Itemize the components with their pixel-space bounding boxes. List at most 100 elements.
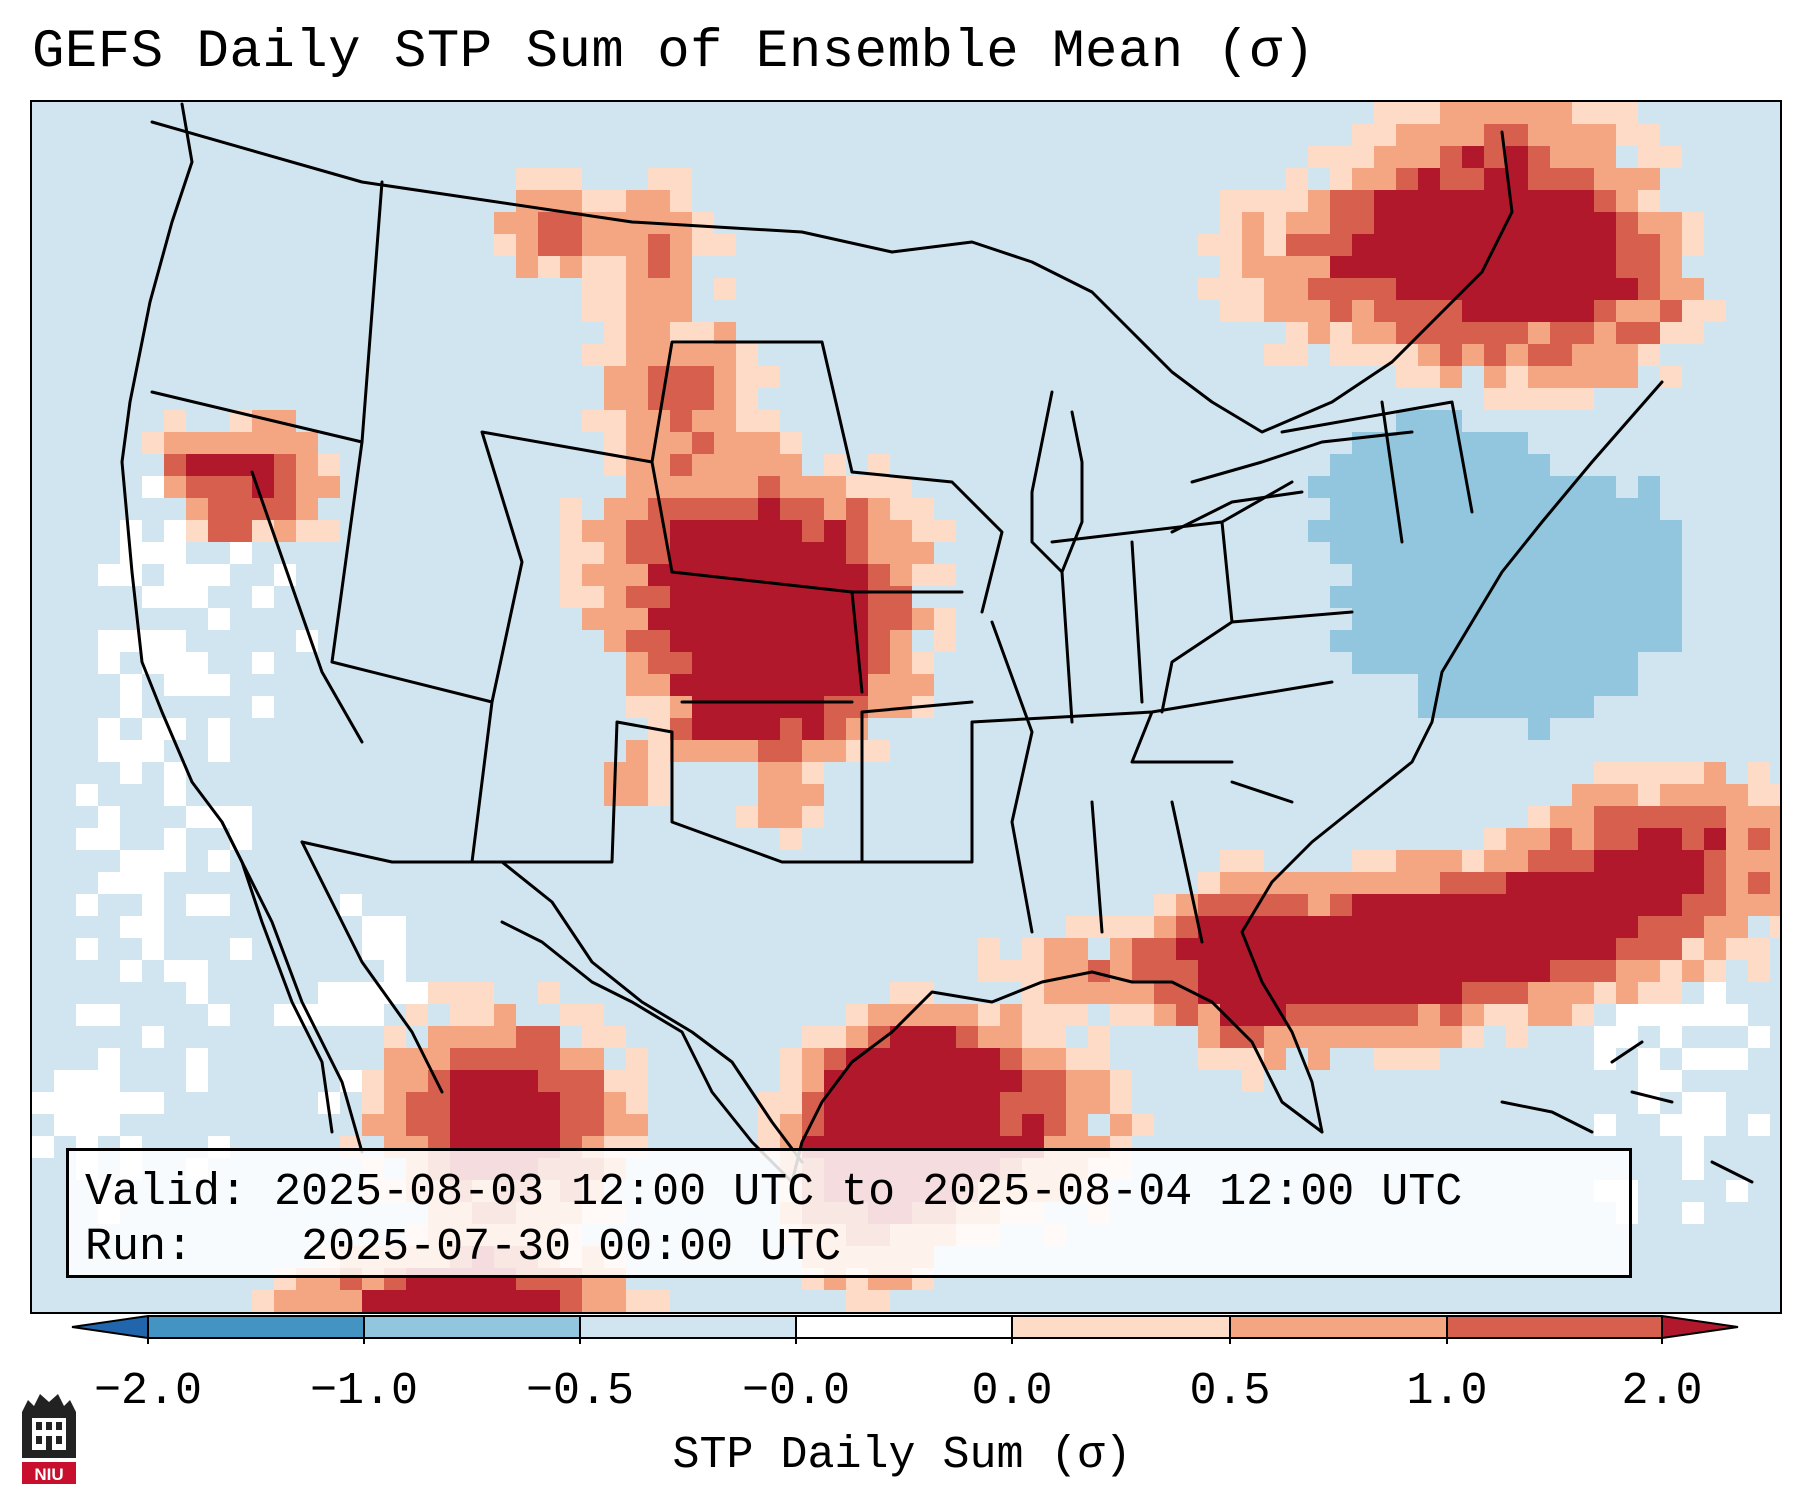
anomaly-cell [692, 234, 714, 256]
anomaly-cell [582, 234, 604, 256]
anomaly-cell [296, 498, 318, 520]
anomaly-cell [1528, 344, 1550, 366]
anomaly-cell [1330, 916, 1352, 938]
anomaly-cell [714, 520, 736, 542]
anomaly-cell [714, 630, 736, 652]
anomaly-cell [802, 608, 824, 630]
anomaly-cell [604, 454, 626, 476]
anomaly-cell [1066, 960, 1088, 982]
anomaly-cell [560, 1312, 582, 1314]
anomaly-cell [626, 256, 648, 278]
anomaly-cell [1726, 784, 1748, 806]
anomaly-cell [1550, 806, 1572, 828]
anomaly-cell [604, 300, 626, 322]
anomaly-cell [1286, 894, 1308, 916]
anomaly-cell [1022, 1048, 1044, 1070]
anomaly-cell [912, 498, 934, 520]
anomaly-cell [1374, 212, 1396, 234]
anomaly-cell [362, 938, 384, 960]
anomaly-cell [758, 410, 780, 432]
anomaly-cell [1220, 300, 1242, 322]
anomaly-cell [384, 938, 406, 960]
anomaly-cell [582, 520, 604, 542]
anomaly-cell [1528, 212, 1550, 234]
anomaly-cell [780, 520, 802, 542]
anomaly-cell [780, 476, 802, 498]
anomaly-cell [1396, 190, 1418, 212]
anomaly-cell [846, 476, 868, 498]
anomaly-cell [626, 586, 648, 608]
anomaly-cell [824, 718, 846, 740]
anomaly-cell [1638, 564, 1660, 586]
anomaly-cell [1440, 146, 1462, 168]
anomaly-cell [1022, 1070, 1044, 1092]
anomaly-cell [1110, 938, 1132, 960]
anomaly-cell [736, 608, 758, 630]
anomaly-cell [692, 520, 714, 542]
anomaly-cell [780, 828, 802, 850]
anomaly-cell [318, 1312, 340, 1314]
anomaly-cell [318, 454, 340, 476]
anomaly-cell [516, 1048, 538, 1070]
map-panel[interactable] [30, 100, 1782, 1314]
anomaly-cell [912, 1070, 934, 1092]
anomaly-cell [1286, 872, 1308, 894]
anomaly-cell [780, 674, 802, 696]
anomaly-cell [1506, 300, 1528, 322]
anomaly-cell [736, 542, 758, 564]
anomaly-cell [824, 542, 846, 564]
anomaly-cell [670, 542, 692, 564]
anomaly-cell [890, 1070, 912, 1092]
anomaly-cell [1638, 190, 1660, 212]
anomaly-cell [714, 476, 736, 498]
anomaly-cell [1418, 564, 1440, 586]
anomaly-cell [1264, 1026, 1286, 1048]
anomaly-cell [912, 1114, 934, 1136]
anomaly-cell [1220, 234, 1242, 256]
anomaly-cell [1440, 432, 1462, 454]
anomaly-cell [164, 850, 186, 872]
anomaly-cell [1000, 1070, 1022, 1092]
anomaly-cell [692, 586, 714, 608]
anomaly-cell [1704, 916, 1726, 938]
anomaly-cell [1462, 146, 1484, 168]
anomaly-cell [472, 1290, 494, 1312]
anomaly-cell [780, 762, 802, 784]
anomaly-cell [1418, 190, 1440, 212]
anomaly-cell [1242, 982, 1264, 1004]
anomaly-cell [1330, 542, 1352, 564]
anomaly-cell [516, 212, 538, 234]
anomaly-cell [1528, 322, 1550, 344]
anomaly-cell [780, 432, 802, 454]
anomaly-cell [912, 608, 934, 630]
anomaly-cell [428, 1312, 450, 1314]
anomaly-cell [1286, 256, 1308, 278]
anomaly-cell [626, 344, 648, 366]
anomaly-cell [846, 608, 868, 630]
anomaly-cell [318, 476, 340, 498]
anomaly-cell [1374, 542, 1396, 564]
anomaly-cell [1528, 388, 1550, 410]
anomaly-cell [1154, 1004, 1176, 1026]
anomaly-cell [1088, 982, 1110, 1004]
anomaly-cell [142, 476, 164, 498]
anomaly-cell [1704, 982, 1726, 1004]
anomaly-cell [1418, 1026, 1440, 1048]
anomaly-cell [736, 344, 758, 366]
anomaly-cell [1044, 1004, 1066, 1026]
anomaly-cell [1528, 630, 1550, 652]
anomaly-cell [1616, 322, 1638, 344]
anomaly-cell [1638, 982, 1660, 1004]
anomaly-cell [956, 1070, 978, 1092]
anomaly-cell [1484, 212, 1506, 234]
anomaly-cell [1484, 124, 1506, 146]
anomaly-cell [846, 740, 868, 762]
anomaly-cell [1616, 1004, 1638, 1026]
anomaly-cell [1748, 938, 1770, 960]
anomaly-cell [1572, 828, 1594, 850]
anomaly-cell [1308, 1004, 1330, 1026]
anomaly-cell [1506, 982, 1528, 1004]
anomaly-cell [1616, 124, 1638, 146]
anomaly-cell [758, 586, 780, 608]
anomaly-cell [1506, 674, 1528, 696]
